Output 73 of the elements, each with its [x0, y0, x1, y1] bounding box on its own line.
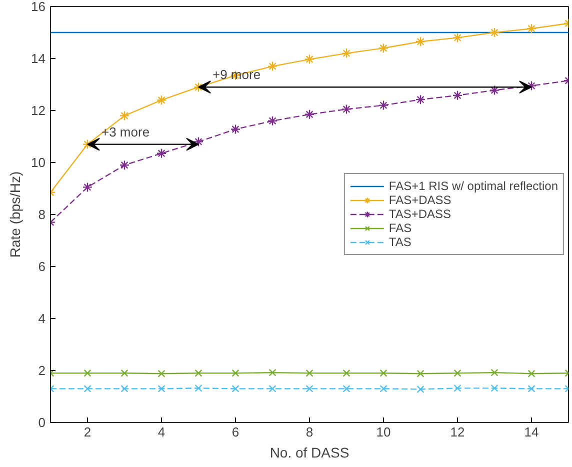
- point: [268, 384, 276, 392]
- point: [230, 124, 241, 134]
- point: [416, 385, 424, 393]
- point: [341, 48, 352, 58]
- point: [119, 110, 130, 121]
- point: [489, 85, 500, 96]
- point: [342, 369, 350, 377]
- point: [452, 32, 463, 43]
- point: [341, 104, 352, 114]
- y-tick-label: 14: [31, 51, 46, 66]
- y-tick-label: 2: [38, 363, 46, 378]
- legend-label: TAS: [388, 235, 412, 249]
- point: [194, 384, 202, 392]
- point: [194, 369, 202, 377]
- point: [268, 368, 276, 376]
- x-tick-label: 2: [84, 424, 92, 440]
- x-tick-label: 14: [524, 424, 539, 440]
- x-tick-label: 10: [376, 424, 391, 440]
- legend-label: FAS+DASS: [388, 193, 452, 207]
- annotation: +3 more: [102, 124, 150, 140]
- point: [490, 384, 498, 392]
- point: [158, 370, 166, 378]
- point: [452, 90, 463, 101]
- point: [378, 100, 389, 110]
- legend-label: FAS+1 RIS w/ optimal reflection: [388, 179, 558, 193]
- y-tick-label: 10: [31, 155, 46, 170]
- point: [232, 369, 240, 377]
- legend-label: TAS+DASS: [388, 207, 452, 221]
- y-tick-label: 6: [38, 259, 46, 274]
- y-tick-label: 4: [38, 311, 46, 326]
- y-tick-label: 16: [31, 0, 46, 14]
- point: [489, 27, 500, 38]
- point: [306, 384, 314, 392]
- point: [380, 369, 388, 377]
- y-tick-label: 12: [31, 103, 46, 118]
- point: [84, 369, 92, 377]
- point: [528, 370, 536, 378]
- point: [82, 182, 93, 192]
- point: [528, 384, 536, 392]
- point: [415, 94, 426, 105]
- y-tick-label: 0: [38, 415, 46, 430]
- point: [306, 369, 314, 377]
- point: [416, 370, 424, 378]
- y-axis-title: Rate (bps/Hz): [7, 171, 24, 258]
- point: [193, 136, 204, 147]
- point: [380, 384, 388, 392]
- point: [526, 24, 537, 34]
- y-tick-label: 8: [38, 207, 46, 222]
- point: [304, 54, 315, 64]
- point: [267, 61, 278, 72]
- point: [304, 109, 315, 120]
- point: [490, 368, 498, 376]
- x-tick-label: 6: [232, 424, 240, 440]
- point: [120, 369, 128, 377]
- point: [156, 95, 167, 106]
- point: [415, 36, 426, 47]
- point: [120, 384, 128, 392]
- point: [193, 82, 204, 92]
- point: [267, 116, 278, 126]
- point: [84, 384, 92, 392]
- x-tick-label: 12: [450, 424, 465, 440]
- point: [158, 384, 166, 392]
- point: [454, 369, 462, 377]
- point: [119, 160, 130, 170]
- point: [342, 384, 350, 392]
- x-tick-label: 8: [306, 424, 314, 440]
- point: [232, 384, 240, 392]
- x-tick-label: 4: [158, 424, 166, 440]
- point: [378, 43, 389, 54]
- point: [454, 384, 462, 392]
- legend-label: FAS: [388, 221, 412, 235]
- point: [156, 148, 167, 158]
- x-axis-title: No. of DASS: [270, 444, 350, 460]
